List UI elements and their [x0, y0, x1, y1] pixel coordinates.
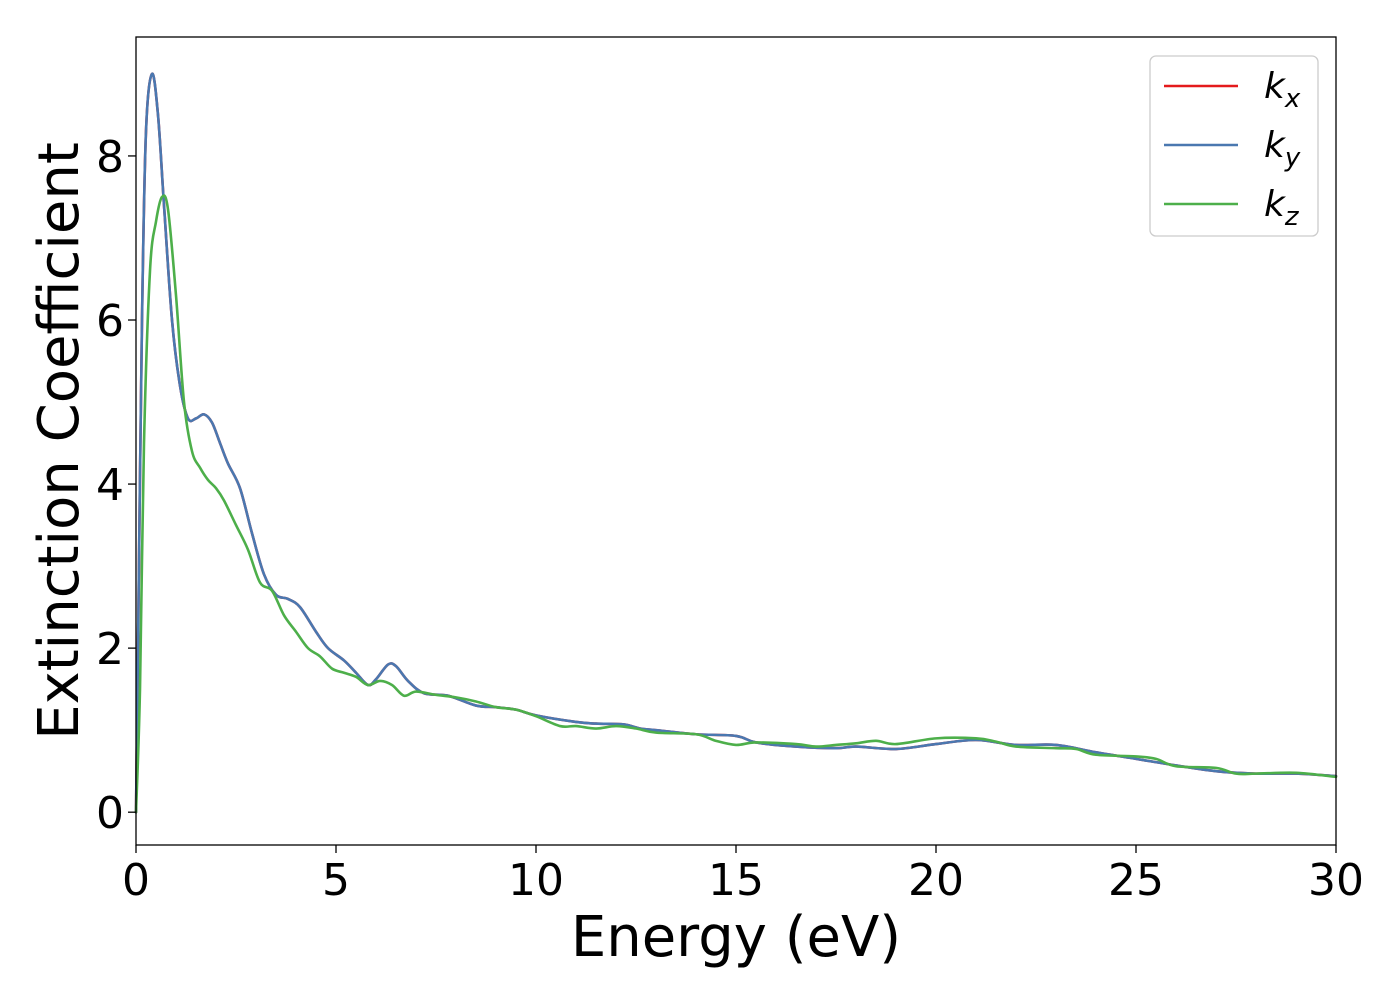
legend-label-k-y: ky [1264, 125, 1301, 173]
x-tick-label: 20 [908, 855, 964, 906]
y-tick-label: 4 [96, 460, 124, 511]
x-axis-title: Energy (eV) [571, 905, 901, 970]
y-axis-title: Extinction Coefficient [27, 142, 92, 740]
legend-items: kx ky kz [1164, 66, 1301, 232]
series-line-k-z [134, 194, 1338, 814]
series-layer [134, 72, 1338, 814]
x-tick-label: 15 [708, 855, 764, 906]
x-tick-label: 5 [322, 855, 350, 906]
legend: kx ky kz [1149, 55, 1319, 237]
y-tick-label: 6 [96, 296, 124, 347]
x-tick-label: 25 [1108, 855, 1164, 906]
legend-label-k-z: kz [1264, 184, 1300, 232]
y-tick-label: 0 [96, 788, 124, 839]
ticks-layer: 0 5 10 15 20 25 30 0 2 4 6 8 [96, 132, 1364, 906]
y-tick-label: 2 [96, 624, 124, 675]
x-tick-label: 30 [1308, 855, 1364, 906]
x-tick-label: 10 [508, 855, 564, 906]
y-tick-label: 8 [96, 132, 124, 183]
series-line-k-y [134, 72, 1338, 814]
legend-label-k-x: kx [1264, 66, 1301, 114]
x-tick-label: 0 [122, 855, 150, 906]
